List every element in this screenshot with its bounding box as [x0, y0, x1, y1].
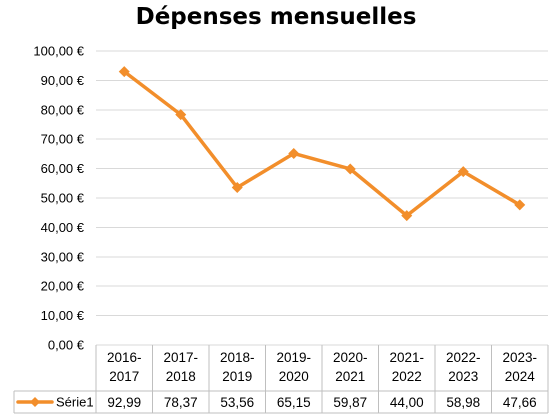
data-point-marker	[401, 210, 413, 222]
data-point-marker	[118, 66, 130, 78]
x-category-label: 2022-2023	[446, 350, 481, 384]
table-value-cell: 65,15	[277, 395, 311, 410]
y-tick-label: 70,00 €	[41, 132, 85, 147]
series-group	[118, 66, 526, 222]
data-table: 2016-2017 2017-2018 2018-2019 2019-2020 2020…	[13, 345, 549, 414]
x-category-label: 2017-2018	[163, 350, 198, 384]
table-value-cell: 44,00	[390, 395, 424, 410]
x-category-label: 2021-2022	[389, 350, 424, 384]
y-tick-label: 30,00 €	[41, 249, 85, 264]
y-tick-label: 100,00 €	[33, 44, 84, 59]
y-axis-tick-labels: 0,00 € 10,00 € 20,00 € 30,00 € 40,00 € 50,00 …	[33, 44, 84, 353]
y-tick-label: 40,00 €	[41, 220, 85, 235]
table-value-cell: 58,98	[446, 395, 480, 410]
data-point-marker	[231, 182, 243, 194]
legend-key-marker	[30, 397, 40, 407]
x-category-label: 2023-2024	[502, 350, 537, 384]
y-tick-label: 0,00 €	[48, 338, 85, 353]
y-tick-label: 60,00 €	[41, 161, 85, 176]
gridlines	[96, 50, 548, 346]
chart-title: Dépenses mensuelles	[136, 4, 417, 30]
y-tick-label: 80,00 €	[41, 102, 85, 117]
legend-series-label: Série1	[56, 395, 94, 410]
data-point-marker	[175, 109, 187, 121]
y-tick-label: 20,00 €	[41, 279, 85, 294]
series-layer	[118, 66, 526, 222]
series-line	[122, 69, 522, 218]
x-category-label: 2020-2021	[333, 350, 368, 384]
x-category-label: 2018-2019	[220, 350, 255, 384]
table-value-cell: 53,56	[220, 395, 254, 410]
y-tick-label: 90,00 €	[41, 73, 85, 88]
data-point-marker	[344, 163, 356, 175]
table-value-cell: 59,87	[333, 395, 367, 410]
data-point-marker	[288, 147, 300, 159]
table-value-cell: 92,99	[107, 395, 141, 410]
y-tick-label: 50,00 €	[41, 191, 85, 206]
x-category-label: 2016-2017	[107, 350, 142, 384]
y-tick-label: 10,00 €	[41, 308, 85, 323]
data-point-marker	[514, 199, 526, 211]
x-category-label: 2019-2020	[276, 350, 311, 384]
table-value-cell: 47,66	[503, 395, 537, 410]
data-point-marker	[457, 166, 469, 178]
table-value-cell: 78,37	[164, 395, 198, 410]
